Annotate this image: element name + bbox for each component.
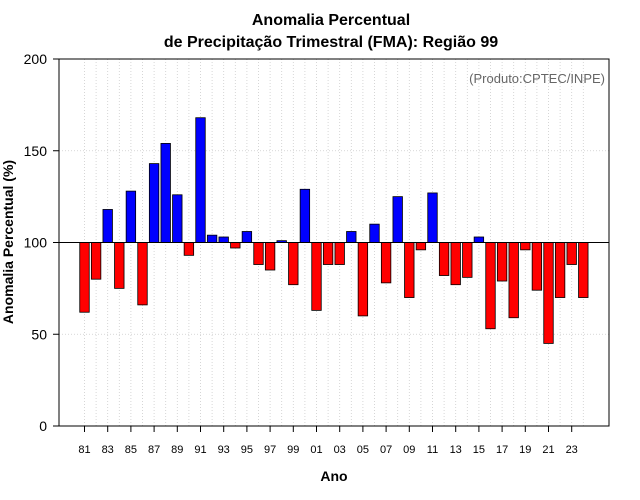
bar-2014 — [462, 242, 473, 278]
bar-2019 — [520, 242, 531, 251]
chart-title-line-2: de Precipitação Trimestral (FMA): Região… — [164, 34, 498, 51]
bar-2024 — [578, 242, 589, 298]
bars — [79, 117, 589, 344]
bar-1987 — [148, 163, 160, 243]
bar-1988 — [160, 143, 171, 243]
x-tick-label: 03 — [334, 444, 346, 456]
bar-1986 — [137, 242, 148, 306]
x-tick-label: 11 — [427, 444, 438, 456]
bar-2022 — [554, 242, 566, 298]
x-tick-label: 83 — [102, 444, 114, 456]
x-tick-label: 15 — [473, 444, 485, 456]
x-tick-label: 81 — [78, 444, 90, 456]
bar-1985 — [125, 190, 137, 243]
bar-2009 — [404, 242, 415, 298]
x-tick-label: 09 — [403, 444, 415, 456]
bar-2005 — [357, 242, 369, 317]
bar-2010 — [415, 242, 427, 251]
x-tick-label: 01 — [310, 444, 322, 456]
bar-2013 — [450, 242, 461, 286]
chart-title-line-1: Anomalia Percentual — [252, 12, 410, 29]
x-tick-label: 21 — [542, 444, 554, 456]
bar-1995 — [241, 231, 253, 243]
bar-1981 — [79, 242, 90, 313]
x-tick-label: 93 — [218, 444, 230, 456]
bar-2016 — [485, 242, 496, 330]
bar-2023 — [566, 242, 577, 265]
x-tick-label: 99 — [287, 444, 299, 456]
y-tick-label: 50 — [31, 326, 47, 342]
bar-1994 — [230, 242, 241, 249]
x-tick-label: 13 — [450, 444, 462, 456]
y-tick-label: 100 — [24, 235, 48, 251]
x-tick-label: 07 — [380, 444, 392, 456]
bar-1999 — [288, 242, 299, 286]
x-tick-label: 05 — [357, 444, 369, 456]
x-tick-label: 19 — [519, 444, 531, 456]
bar-1989 — [172, 194, 183, 243]
bar-2002 — [322, 242, 334, 265]
bar-2017 — [496, 242, 508, 282]
bar-2004 — [346, 231, 357, 243]
bar-1982 — [90, 242, 102, 280]
bar-2007 — [380, 242, 392, 284]
y-tick-label: 150 — [24, 143, 48, 159]
x-tick-label: 89 — [171, 444, 183, 456]
x-tick-label: 17 — [496, 444, 508, 456]
bar-2012 — [438, 242, 450, 276]
bar-2008 — [392, 196, 403, 243]
bar-2021 — [543, 242, 554, 344]
bar-1992 — [206, 234, 218, 243]
x-axis-label: Ano — [320, 468, 347, 484]
y-axis-label: Anomalia Percentual (%) — [0, 160, 16, 324]
bar-1984 — [114, 242, 125, 289]
y-axis-ticks: 0 50 100 150 200 — [24, 51, 59, 434]
bar-2003 — [334, 242, 345, 265]
y-tick-label: 0 — [39, 418, 47, 434]
y-tick-label: 200 — [24, 51, 48, 67]
x-axis-ticks: 81 83 85 87 89 91 93 95 97 99 01 03 05 07 09 11 13 15 17 19… — [78, 426, 578, 456]
bar-2000 — [299, 188, 311, 243]
bar-2020 — [531, 242, 543, 291]
x-tick-label: 87 — [148, 444, 160, 456]
bar-2011 — [427, 192, 438, 243]
x-tick-label: 85 — [125, 444, 137, 456]
bar-1996 — [253, 242, 264, 265]
x-tick-label: 95 — [241, 444, 253, 456]
bar-2006 — [369, 223, 380, 243]
x-tick-label: 97 — [264, 444, 276, 456]
product-annotation: (Produto:CPTEC/INPE) — [469, 71, 605, 86]
bar-1993 — [218, 236, 229, 243]
bar-1990 — [183, 242, 195, 256]
bar-1997 — [264, 242, 276, 271]
bar-2018 — [508, 242, 519, 319]
bar-1983 — [102, 209, 113, 243]
x-tick-label: 91 — [194, 444, 206, 456]
bar-2001 — [311, 242, 322, 311]
bar-2015 — [473, 236, 485, 243]
x-tick-label: 23 — [566, 444, 578, 456]
bar-1991 — [195, 117, 206, 243]
